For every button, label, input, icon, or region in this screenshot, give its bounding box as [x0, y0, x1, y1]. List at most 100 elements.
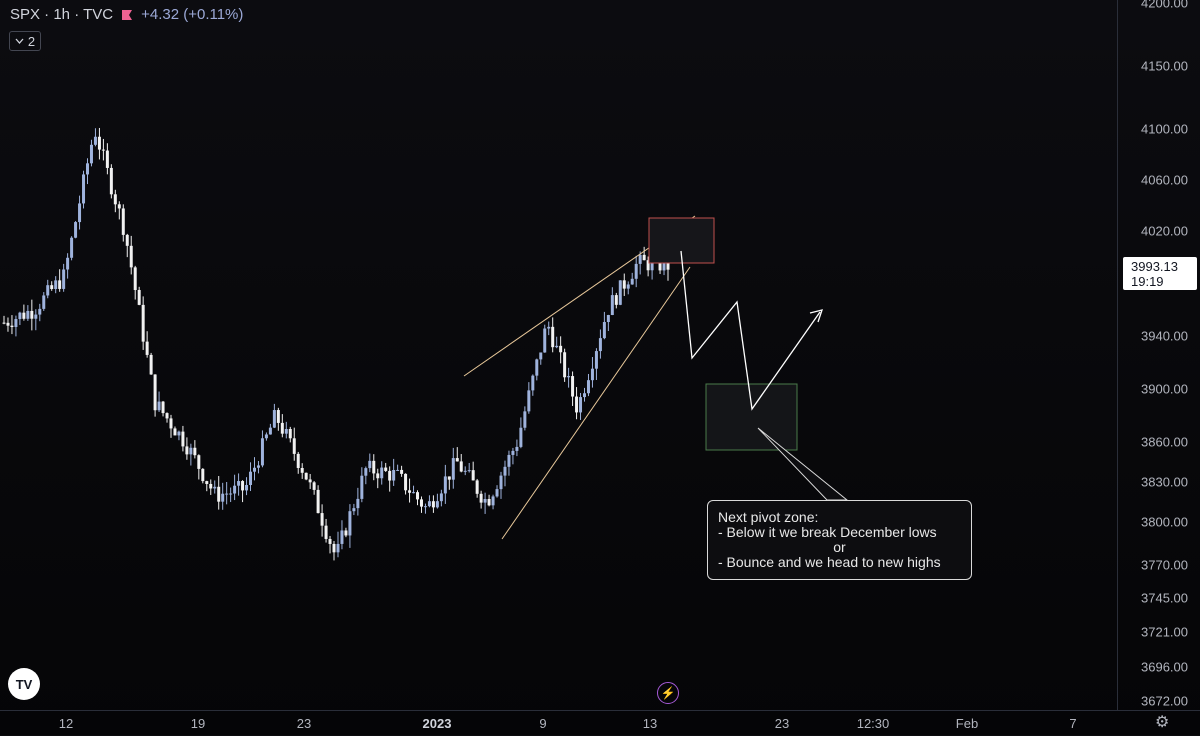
candle-body: [491, 496, 495, 506]
candle-body: [364, 468, 368, 476]
symbol-header[interactable]: SPX · 1h · TVC +4.32 (+0.11%): [10, 6, 243, 23]
price-chart[interactable]: [0, 0, 1118, 710]
price-axis-label: 3770.00: [1141, 557, 1188, 573]
indicators-toggle-button[interactable]: 2: [9, 31, 41, 51]
candle-body: [511, 450, 515, 455]
time-axis-label: 2023: [422, 716, 452, 731]
price-axis[interactable]: 4200.00 4150.00 4100.00 4060.00 4020.00 3940.…: [1117, 0, 1200, 710]
candle-body: [376, 473, 380, 479]
gear-icon[interactable]: ⚙: [1155, 714, 1170, 731]
candle-body: [296, 453, 300, 468]
bar-countdown: 19:19: [1131, 274, 1164, 289]
candle-body: [626, 284, 630, 289]
annotation-callout[interactable]: Next pivot zone: - Below it we break Dec…: [707, 500, 972, 580]
candle-body: [241, 481, 245, 491]
candle-body: [312, 482, 316, 490]
time-axis-label: 7: [1069, 716, 1077, 731]
candle-body: [567, 376, 571, 378]
candle-body: [14, 319, 18, 328]
candle-body: [328, 538, 332, 544]
candle-body: [495, 489, 499, 497]
candle-body: [97, 136, 101, 150]
candle-body: [606, 315, 610, 323]
candle-body: [2, 322, 6, 324]
projection-path: [680, 250, 821, 411]
candle-body: [575, 396, 579, 413]
candle-body: [634, 263, 638, 279]
candle-body: [137, 290, 141, 305]
candle-body: [308, 479, 312, 483]
candle-body: [320, 513, 324, 526]
time-axis-label: 9: [539, 716, 547, 731]
candle-body: [451, 458, 455, 480]
last-price-tag: 3993.13 19:19: [1123, 257, 1197, 290]
candle-body: [30, 310, 34, 319]
candle-body: [539, 352, 543, 360]
candle-body: [272, 410, 276, 428]
candle-body: [145, 341, 149, 355]
tradingview-logo[interactable]: TV: [8, 668, 40, 700]
candle-body: [117, 204, 121, 209]
candle-body: [292, 438, 296, 454]
price-change: +4.32 (+0.11%): [141, 6, 244, 23]
candle-body: [189, 447, 193, 455]
candle-body: [173, 428, 177, 436]
candle-body: [185, 446, 189, 455]
candle-body: [408, 490, 412, 493]
time-axis-label: 19: [190, 716, 206, 731]
candle-body: [638, 254, 642, 264]
candle-body: [404, 473, 408, 491]
candle-body: [483, 498, 487, 503]
candle-body: [157, 401, 161, 411]
candle-body: [18, 312, 22, 320]
flag-icon[interactable]: [121, 9, 133, 21]
candle-body: [372, 460, 376, 474]
candle-body: [447, 476, 451, 480]
price-axis-label: 3800.00: [1141, 514, 1188, 530]
price-axis-label: 3940.00: [1141, 328, 1188, 344]
time-axis-label: 23: [774, 716, 790, 731]
candle-body: [221, 493, 225, 502]
candle-body: [630, 278, 634, 285]
candle-body: [463, 470, 467, 472]
candle-body: [479, 493, 483, 503]
candle-body: [455, 458, 459, 462]
candle-body: [344, 530, 348, 536]
candle-body: [471, 470, 475, 481]
candle-body: [316, 489, 320, 514]
candle-body: [193, 447, 197, 456]
time-axis-label: 23: [296, 716, 312, 731]
price-axis-label: 4150.00: [1141, 58, 1188, 74]
callout-line-3: or: [833, 539, 846, 555]
symbol-title[interactable]: SPX · 1h · TVC: [10, 6, 114, 23]
lightning-icon[interactable]: ⚡: [657, 682, 679, 704]
candle-body: [443, 476, 447, 494]
candle-body: [129, 245, 133, 268]
candle-body: [555, 345, 559, 348]
candle-body: [487, 498, 491, 506]
candle-body: [531, 375, 535, 391]
candle-body: [249, 471, 253, 486]
candle-body: [229, 493, 233, 495]
candle-body: [419, 499, 423, 507]
candle-body: [153, 374, 157, 411]
candle-body: [268, 427, 272, 435]
candle-body: [89, 144, 93, 164]
candle-body: [475, 480, 479, 494]
candle-body: [412, 492, 416, 494]
candle-body: [646, 260, 650, 271]
candle-body: [82, 174, 86, 204]
candle-body: [324, 525, 328, 539]
candle-body: [58, 280, 62, 289]
candle-body: [360, 475, 364, 499]
candle-body: [276, 410, 280, 423]
time-axis[interactable]: 12 19 23 2023 9 13 23 12:30 Feb 7: [0, 710, 1200, 736]
candle-body: [356, 498, 360, 509]
candle-body: [10, 325, 14, 328]
candle-body: [423, 506, 427, 508]
price-axis-label: 4100.00: [1141, 121, 1188, 137]
price-axis-label: 4020.00: [1141, 223, 1188, 239]
callout-pointer: [757, 427, 849, 501]
price-axis-label: 3900.00: [1141, 381, 1188, 397]
